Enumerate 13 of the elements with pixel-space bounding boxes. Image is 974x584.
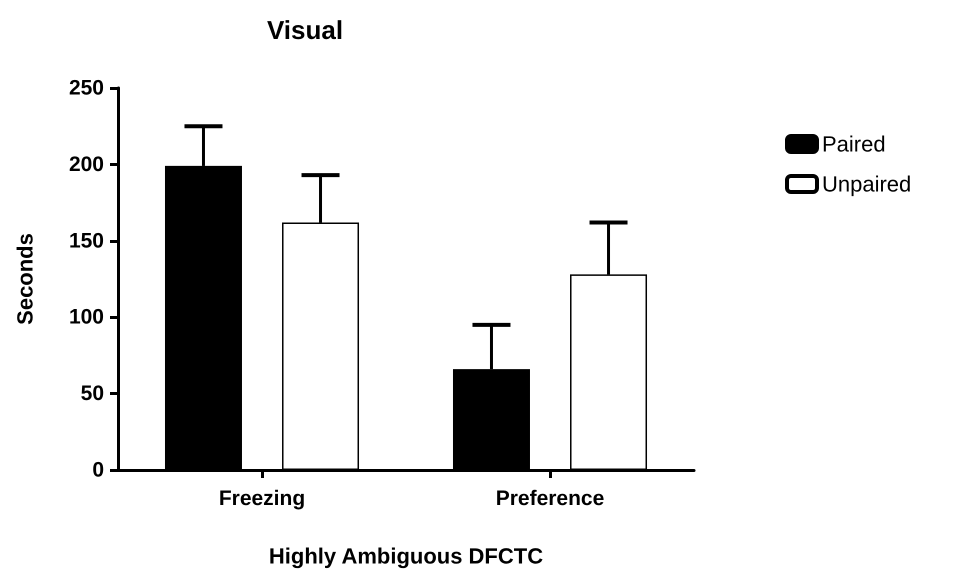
y-tick-label: 250	[68, 76, 104, 100]
x-tick-label: Preference	[496, 487, 604, 510]
y-tick-label: 50	[80, 382, 104, 406]
x-tick-label: Freezing	[218, 487, 306, 510]
chart-title: Visual	[266, 15, 344, 45]
legend-label: Unpaired	[822, 172, 912, 196]
x-axis-title: Highly Ambiguous DFCTC	[268, 544, 544, 568]
y-axis-title: Seconds	[12, 233, 38, 325]
y-tick-label: 100	[68, 306, 104, 329]
y-tick-label: 200	[68, 152, 104, 176]
y-tick-label: 0	[92, 458, 104, 482]
y-tick-label: 150	[68, 229, 104, 252]
legend-label: Paired	[822, 132, 886, 156]
